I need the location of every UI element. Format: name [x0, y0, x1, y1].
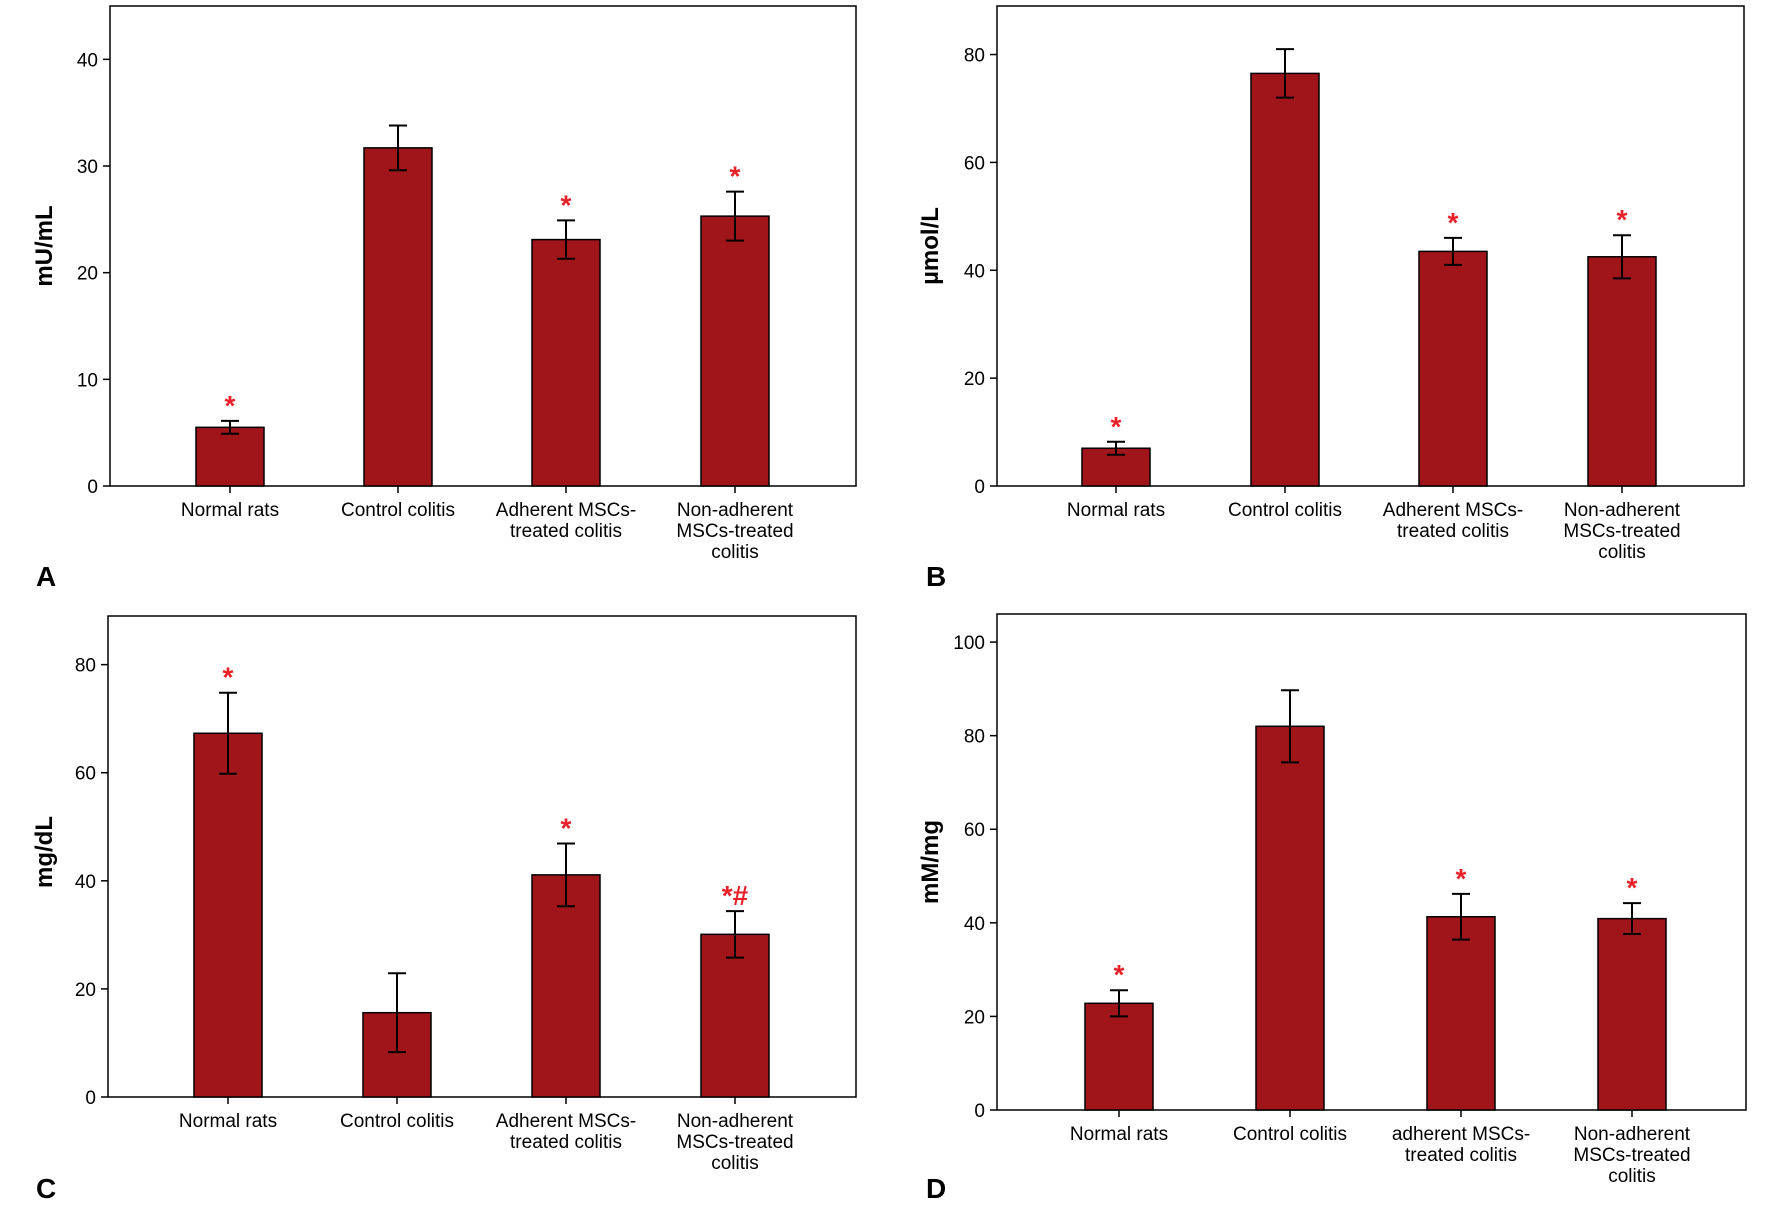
category-label: Control colitis	[341, 500, 455, 521]
y-tick-label: 60	[75, 764, 96, 785]
significance-marker: *	[1627, 872, 1638, 903]
plot-frame	[107, 615, 857, 1098]
plot-frame	[996, 613, 1747, 1111]
category-label: Non-adherent MSCs-treated colitis	[676, 500, 793, 563]
y-tick-label: 20	[77, 264, 98, 285]
bar	[193, 732, 263, 1098]
category-label: adherent MSCs-treated colitis	[1392, 1124, 1530, 1166]
significance-marker: *	[1111, 411, 1122, 442]
y-axis-label: mM/mg	[917, 820, 944, 904]
significance-marker: *	[223, 662, 234, 693]
panel-d: 0 20 40 60 80 100 mM/mg D * Normal rats Control co…	[917, 613, 1747, 1204]
y-tick-label: 0	[974, 477, 985, 498]
bar	[1084, 1002, 1154, 1111]
y-tick-label: 40	[75, 872, 96, 893]
significance-marker: *	[1448, 207, 1459, 238]
panel-b: 0 20 40 60 80 µmol/L B * Normal rats Control coli…	[917, 5, 1745, 592]
y-tick-label: 100	[953, 633, 985, 654]
category-label: Control colitis	[1228, 500, 1342, 521]
y-tick-label: 20	[964, 369, 985, 390]
significance-marker: *	[225, 390, 236, 421]
y-tick-label: 0	[87, 477, 98, 498]
y-tick-label: 40	[964, 914, 985, 935]
bar	[1587, 256, 1657, 487]
category-label: Non-adherent MSCs-treated colitis	[1573, 1124, 1690, 1187]
y-tick-label: 10	[77, 370, 98, 391]
bar	[195, 426, 265, 487]
panel-a: 0 10 20 30 40 mU/mL A * Normal rats Control colit…	[31, 5, 857, 592]
bar	[1418, 250, 1488, 487]
bar	[531, 874, 601, 1098]
significance-marker: *	[1114, 959, 1125, 990]
bar	[700, 215, 770, 487]
category-label: Adherent MSCs-treated colitis	[496, 500, 636, 542]
y-tick-label: 80	[75, 656, 96, 677]
y-axis-label: mg/dL	[31, 816, 58, 888]
panel-c: 0 20 40 60 80 mg/dL C * Normal rats Control colit…	[31, 615, 857, 1204]
significance-marker: *	[561, 813, 572, 844]
y-tick-label: 80	[964, 46, 985, 67]
panel-letter: D	[926, 1173, 946, 1204]
panel-letter: A	[36, 561, 56, 592]
y-tick-label: 60	[964, 820, 985, 841]
plot-frame	[996, 5, 1745, 487]
category-label: Normal rats	[181, 500, 279, 521]
bar	[1426, 915, 1496, 1111]
panel-letter: C	[36, 1173, 56, 1204]
significance-marker: *#	[722, 880, 749, 911]
category-label: Non-adherent MSCs-treated colitis	[676, 1111, 793, 1174]
y-tick-label: 80	[964, 727, 985, 748]
category-label: Control colitis	[340, 1111, 454, 1132]
category-label: Normal rats	[1067, 500, 1165, 521]
category-label: Non-adherent MSCs-treated colitis	[1563, 500, 1680, 563]
bar	[363, 147, 433, 487]
y-tick-label: 40	[964, 261, 985, 282]
category-label: Adherent MSCs-treated colitis	[1383, 500, 1523, 542]
y-axis-label: µmol/L	[917, 207, 944, 285]
significance-marker: *	[1617, 204, 1628, 235]
bar	[1255, 725, 1325, 1111]
category-label: Control colitis	[1233, 1124, 1347, 1145]
significance-marker: *	[561, 189, 572, 220]
y-tick-label: 20	[964, 1007, 985, 1028]
bar	[700, 933, 770, 1098]
category-label: Normal rats	[179, 1111, 277, 1132]
y-tick-label: 30	[77, 157, 98, 178]
y-axis-label: mU/mL	[31, 205, 58, 286]
significance-marker: *	[730, 161, 741, 192]
panel-letter: B	[926, 561, 946, 592]
y-tick-label: 60	[964, 153, 985, 174]
y-tick-label: 40	[77, 50, 98, 71]
category-label: Adherent MSCs-treated colitis	[496, 1111, 636, 1153]
bar	[531, 238, 601, 487]
bar	[1250, 72, 1320, 487]
significance-marker: *	[1456, 863, 1467, 894]
y-tick-label: 20	[75, 980, 96, 1001]
y-tick-label: 0	[85, 1088, 96, 1109]
bar	[1597, 917, 1667, 1111]
category-label: Normal rats	[1070, 1124, 1168, 1145]
y-tick-label: 0	[974, 1101, 985, 1122]
plot-frame	[109, 5, 857, 487]
